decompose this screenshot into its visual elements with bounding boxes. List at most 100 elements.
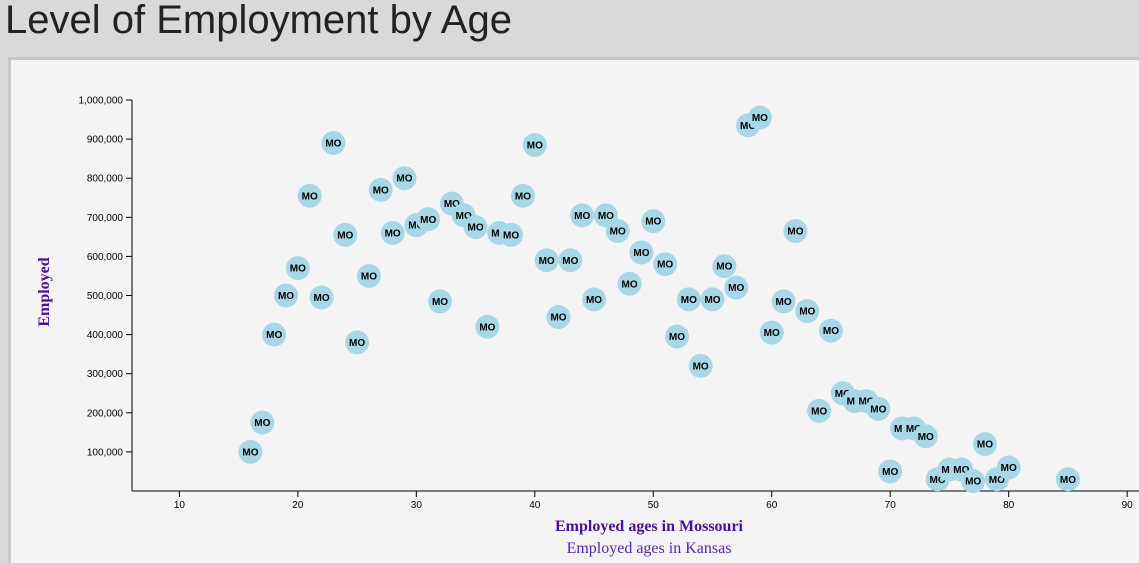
data-point[interactable]: MO <box>510 183 535 208</box>
data-point[interactable]: MO <box>262 322 287 347</box>
data-point[interactable]: MO <box>499 222 524 247</box>
data-point-marker[interactable] <box>961 469 986 494</box>
data-point[interactable]: MO <box>878 459 903 484</box>
data-point[interactable]: MO <box>285 256 310 281</box>
data-point[interactable]: MO <box>818 318 843 343</box>
data-point[interactable]: MO <box>534 248 559 273</box>
data-point[interactable]: MO <box>795 299 820 324</box>
data-point[interactable]: MO <box>522 132 547 157</box>
data-point[interactable]: MO <box>428 289 453 314</box>
data-point[interactable]: MO <box>783 218 808 243</box>
data-point-marker[interactable] <box>238 439 263 464</box>
data-point-marker[interactable] <box>807 398 832 423</box>
data-point[interactable]: MO <box>558 248 583 273</box>
data-point-marker[interactable] <box>759 320 784 345</box>
data-point-marker[interactable] <box>558 248 583 273</box>
data-point[interactable]: MO <box>463 215 488 240</box>
data-point[interactable]: MO <box>380 220 405 245</box>
data-point-marker[interactable] <box>250 410 275 435</box>
y-axis-label[interactable]: Employed <box>36 257 53 326</box>
data-point[interactable]: MO <box>771 289 796 314</box>
data-point-marker[interactable] <box>345 330 370 355</box>
data-point-marker[interactable] <box>333 222 358 247</box>
data-point-marker[interactable] <box>996 455 1021 480</box>
data-point-marker[interactable] <box>297 183 322 208</box>
data-point-marker[interactable] <box>972 432 997 457</box>
data-point[interactable]: MO <box>617 271 642 296</box>
data-point[interactable]: MO <box>368 177 393 202</box>
data-point-marker[interactable] <box>653 252 678 277</box>
x-axis-label-inactive[interactable]: Employed ages in Kansas <box>567 540 732 557</box>
data-point[interactable]: MO <box>309 285 334 310</box>
data-point[interactable]: MO <box>724 275 749 300</box>
data-point[interactable]: MO <box>653 252 678 277</box>
data-point[interactable]: MO <box>676 287 701 312</box>
data-point[interactable]: MO <box>996 455 1021 480</box>
data-point-marker[interactable] <box>700 287 725 312</box>
data-point-marker[interactable] <box>570 203 595 228</box>
data-point[interactable]: MO <box>582 287 607 312</box>
data-point[interactable]: MO <box>759 320 784 345</box>
data-point-marker[interactable] <box>913 424 938 449</box>
data-point-marker[interactable] <box>818 318 843 343</box>
data-point-marker[interactable] <box>321 131 346 156</box>
data-point[interactable]: MO <box>238 439 263 464</box>
data-point-marker[interactable] <box>664 324 689 349</box>
data-point[interactable]: MO <box>913 424 938 449</box>
data-point-marker[interactable] <box>641 209 666 234</box>
data-point-marker[interactable] <box>617 271 642 296</box>
data-point-marker[interactable] <box>475 314 500 339</box>
data-point-marker[interactable] <box>724 275 749 300</box>
data-point[interactable]: MO <box>297 183 322 208</box>
data-point[interactable]: MO <box>345 330 370 355</box>
data-point-marker[interactable] <box>428 289 453 314</box>
data-point[interactable]: MO <box>570 203 595 228</box>
data-point[interactable]: MO <box>866 396 891 421</box>
data-point[interactable]: MO <box>641 209 666 234</box>
data-point[interactable]: MO <box>1055 467 1080 492</box>
data-point[interactable]: MO <box>274 283 299 308</box>
data-point-marker[interactable] <box>499 222 524 247</box>
data-point[interactable]: MO <box>629 240 654 265</box>
data-point-marker[interactable] <box>463 215 488 240</box>
data-point-marker[interactable] <box>380 220 405 245</box>
data-point-marker[interactable] <box>510 183 535 208</box>
data-point[interactable]: MO <box>712 254 737 279</box>
data-point-marker[interactable] <box>771 289 796 314</box>
data-point-marker[interactable] <box>582 287 607 312</box>
data-point[interactable]: MO <box>688 353 713 378</box>
data-point[interactable]: MO <box>605 218 630 243</box>
data-point-marker[interactable] <box>356 263 381 288</box>
data-point-marker[interactable] <box>534 248 559 273</box>
data-point-marker[interactable] <box>522 132 547 157</box>
data-point[interactable]: MO <box>416 207 441 232</box>
data-point-marker[interactable] <box>629 240 654 265</box>
data-point-marker[interactable] <box>368 177 393 202</box>
data-point-marker[interactable] <box>416 207 441 232</box>
data-point[interactable]: MO <box>475 314 500 339</box>
data-point[interactable]: MO <box>250 410 275 435</box>
data-point[interactable]: MO <box>972 432 997 457</box>
data-point[interactable]: MO <box>392 166 417 191</box>
data-point[interactable]: MO <box>664 324 689 349</box>
data-point-marker[interactable] <box>866 396 891 421</box>
data-point-marker[interactable] <box>676 287 701 312</box>
data-point-marker[interactable] <box>795 299 820 324</box>
data-point-marker[interactable] <box>285 256 310 281</box>
data-point-marker[interactable] <box>546 305 571 330</box>
data-point[interactable]: MO <box>321 131 346 156</box>
data-point[interactable]: MO <box>807 398 832 423</box>
data-point-marker[interactable] <box>1055 467 1080 492</box>
data-point-marker[interactable] <box>392 166 417 191</box>
data-point[interactable]: MO <box>356 263 381 288</box>
data-point-marker[interactable] <box>274 283 299 308</box>
data-point[interactable]: MO <box>546 305 571 330</box>
data-point-marker[interactable] <box>783 218 808 243</box>
data-point[interactable]: MO <box>700 287 725 312</box>
data-point[interactable]: MO <box>961 469 986 494</box>
x-axis-label-active[interactable]: Employed ages in Mossouri <box>555 518 744 535</box>
data-point-marker[interactable] <box>712 254 737 279</box>
data-point-marker[interactable] <box>309 285 334 310</box>
data-point-marker[interactable] <box>262 322 287 347</box>
data-point-marker[interactable] <box>688 353 713 378</box>
